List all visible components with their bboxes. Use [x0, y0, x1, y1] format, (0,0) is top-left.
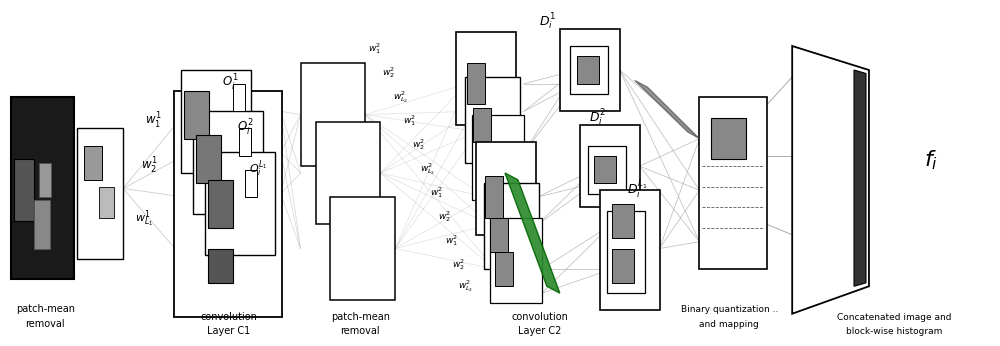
- Bar: [478, 146, 496, 180]
- Bar: [205, 152, 275, 255]
- Text: convolution: convolution: [200, 312, 257, 322]
- Text: $w_2^2$: $w_2^2$: [452, 257, 465, 272]
- Polygon shape: [505, 173, 560, 293]
- Bar: [193, 111, 263, 214]
- Bar: [301, 63, 365, 166]
- Bar: [34, 200, 50, 248]
- Bar: [594, 156, 616, 183]
- Bar: [99, 187, 114, 218]
- Text: $w_{L_2}^2$: $w_{L_2}^2$: [458, 277, 473, 293]
- Bar: [699, 98, 767, 269]
- Text: $w_2^2$: $w_2^2$: [382, 65, 396, 80]
- Bar: [472, 115, 524, 200]
- Bar: [484, 183, 539, 269]
- Text: Layer C2: Layer C2: [518, 326, 562, 336]
- Text: convolution: convolution: [511, 312, 568, 322]
- Bar: [485, 176, 503, 218]
- Bar: [245, 170, 257, 197]
- Bar: [465, 77, 520, 163]
- Bar: [456, 32, 516, 125]
- Bar: [14, 159, 34, 221]
- Bar: [570, 46, 608, 94]
- Text: Concatenated image and: Concatenated image and: [837, 313, 951, 322]
- Text: $w_2^2$: $w_2^2$: [412, 137, 425, 152]
- Bar: [316, 121, 380, 225]
- Bar: [174, 91, 282, 317]
- Text: $D_i^1$: $D_i^1$: [539, 11, 556, 31]
- Bar: [77, 128, 123, 259]
- Bar: [577, 56, 599, 84]
- Text: $O_i^{L_1}$: $O_i^{L_1}$: [249, 159, 268, 179]
- Text: $D_i^{L_1}$: $D_i^{L_1}$: [627, 178, 648, 200]
- Bar: [580, 125, 640, 207]
- Polygon shape: [635, 80, 699, 139]
- Text: $w_2^2$: $w_2^2$: [438, 209, 451, 224]
- Bar: [490, 218, 508, 252]
- Text: $w_{L_2}^2$: $w_{L_2}^2$: [393, 89, 409, 105]
- Bar: [239, 128, 251, 156]
- Text: $w_1^2$: $w_1^2$: [445, 233, 458, 248]
- Bar: [233, 84, 245, 111]
- Bar: [711, 118, 746, 159]
- Text: $w_{L_2}^2$: $w_{L_2}^2$: [420, 161, 435, 177]
- Bar: [600, 190, 660, 310]
- Text: removal: removal: [25, 319, 65, 329]
- Text: removal: removal: [341, 326, 380, 336]
- Text: patch-mean: patch-mean: [16, 304, 75, 314]
- Text: $O_i^1$: $O_i^1$: [222, 73, 239, 93]
- Text: $w_1^2$: $w_1^2$: [403, 113, 416, 128]
- Bar: [476, 142, 536, 235]
- Bar: [84, 146, 102, 180]
- Text: $w_{L_1}^1$: $w_{L_1}^1$: [135, 208, 153, 229]
- Bar: [330, 197, 395, 300]
- Text: $f_i$: $f_i$: [924, 148, 938, 172]
- Bar: [467, 63, 485, 104]
- Text: $w_2^1$: $w_2^1$: [141, 156, 157, 176]
- Text: Binary quantization ..: Binary quantization ..: [681, 305, 778, 314]
- Text: Layer C1: Layer C1: [207, 326, 250, 336]
- Bar: [588, 146, 626, 194]
- Bar: [473, 108, 491, 142]
- Bar: [208, 248, 233, 283]
- Text: patch-mean: patch-mean: [331, 312, 390, 322]
- Polygon shape: [854, 70, 866, 286]
- Bar: [490, 218, 542, 303]
- Bar: [208, 180, 233, 228]
- Text: $D_i^2$: $D_i^2$: [589, 108, 606, 128]
- Bar: [612, 248, 634, 283]
- Polygon shape: [792, 46, 869, 314]
- Bar: [196, 135, 221, 183]
- Bar: [560, 29, 620, 111]
- Bar: [39, 163, 51, 197]
- Text: $w_1^1$: $w_1^1$: [145, 111, 161, 131]
- Text: and mapping: and mapping: [699, 320, 759, 329]
- Bar: [11, 98, 74, 280]
- Bar: [184, 91, 209, 139]
- Text: $w_1^2$: $w_1^2$: [430, 185, 443, 200]
- Bar: [495, 252, 513, 286]
- Text: $O_i^2$: $O_i^2$: [237, 118, 254, 138]
- Bar: [181, 70, 251, 173]
- Bar: [612, 204, 634, 238]
- Bar: [607, 211, 645, 293]
- Text: block-wise histogram: block-wise histogram: [846, 327, 942, 336]
- Text: $w_1^2$: $w_1^2$: [368, 41, 382, 56]
